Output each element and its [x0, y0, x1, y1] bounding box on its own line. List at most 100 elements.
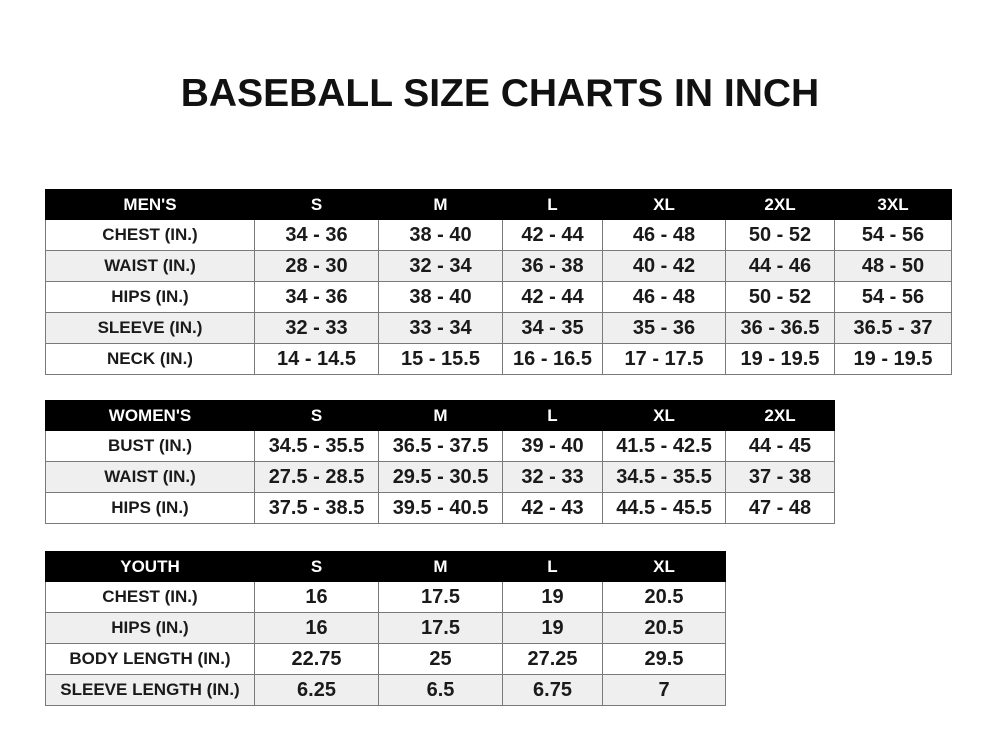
- size-value-cell: 40 - 42: [602, 250, 726, 282]
- table-category-header: MEN'S: [45, 189, 255, 220]
- size-value-cell: 44 - 45: [725, 430, 835, 462]
- measurement-label: NECK (IN.): [45, 343, 255, 375]
- table-row: SLEEVE (IN.) 32 - 33 33 - 34 34 - 35 35 - 36…: [45, 312, 952, 344]
- size-value-cell: 46 - 48: [602, 281, 726, 313]
- measurement-label: SLEEVE LENGTH (IN.): [45, 674, 255, 706]
- size-value-cell: 37 - 38: [725, 461, 835, 493]
- measurement-label: CHEST (IN.): [45, 219, 255, 251]
- size-value-cell: 16: [254, 581, 379, 613]
- size-value-cell: 38 - 40: [378, 281, 503, 313]
- size-value-cell: 20.5: [602, 581, 726, 613]
- size-column-header: L: [502, 551, 603, 582]
- table-row: SLEEVE LENGTH (IN.) 6.25 6.5 6.75 7: [45, 674, 726, 706]
- table-category-header: WOMEN'S: [45, 400, 255, 431]
- size-value-cell: 19 - 19.5: [834, 343, 952, 375]
- size-value-cell: 34 - 36: [254, 281, 379, 313]
- size-value-cell: 35 - 36: [602, 312, 726, 344]
- size-value-cell: 17.5: [378, 581, 503, 613]
- table-row: WAIST (IN.) 28 - 30 32 - 34 36 - 38 40 - 42 4…: [45, 250, 952, 282]
- header-row: MEN'S S M L XL 2XL 3XL: [45, 189, 952, 220]
- size-value-cell: 19 - 19.5: [725, 343, 835, 375]
- size-column-header: 2XL: [725, 189, 835, 220]
- mens-size-table: MEN'S S M L XL 2XL 3XL CHEST (IN.) 34 - 36 38 - 4…: [45, 189, 952, 375]
- size-value-cell: 29.5 - 30.5: [378, 461, 503, 493]
- page-title: BASEBALL SIZE CHARTS IN INCH: [180, 72, 820, 115]
- size-value-cell: 36.5 - 37: [834, 312, 952, 344]
- size-value-cell: 42 - 44: [502, 281, 603, 313]
- size-value-cell: 36 - 38: [502, 250, 603, 282]
- size-value-cell: 17 - 17.5: [602, 343, 726, 375]
- size-value-cell: 15 - 15.5: [378, 343, 503, 375]
- measurement-label: WAIST (IN.): [45, 250, 255, 282]
- size-column-header: XL: [602, 189, 726, 220]
- measurement-label: SLEEVE (IN.): [45, 312, 255, 344]
- size-column-header: S: [254, 551, 379, 582]
- size-value-cell: 19: [502, 581, 603, 613]
- size-value-cell: 32 - 33: [254, 312, 379, 344]
- size-value-cell: 34 - 35: [502, 312, 603, 344]
- table-row: NECK (IN.) 14 - 14.5 15 - 15.5 16 - 16.5 17 …: [45, 343, 952, 375]
- size-value-cell: 50 - 52: [725, 281, 835, 313]
- size-column-header: S: [254, 189, 379, 220]
- table-category-header: YOUTH: [45, 551, 255, 582]
- size-value-cell: 7: [602, 674, 726, 706]
- size-value-cell: 47 - 48: [725, 492, 835, 524]
- measurement-label: HIPS (IN.): [45, 612, 255, 644]
- size-column-header: 2XL: [725, 400, 835, 431]
- size-column-header: XL: [602, 400, 726, 431]
- size-value-cell: 25: [378, 643, 503, 675]
- size-value-cell: 33 - 34: [378, 312, 503, 344]
- size-value-cell: 34.5 - 35.5: [602, 461, 726, 493]
- size-value-cell: 19: [502, 612, 603, 644]
- table-row: WAIST (IN.) 27.5 - 28.5 29.5 - 30.5 32 - 33…: [45, 461, 835, 493]
- size-value-cell: 28 - 30: [254, 250, 379, 282]
- size-column-header: S: [254, 400, 379, 431]
- size-value-cell: 20.5: [602, 612, 726, 644]
- womens-size-table: WOMEN'S S M L XL 2XL BUST (IN.) 34.5 - 35.5 36.5…: [45, 400, 835, 524]
- size-value-cell: 37.5 - 38.5: [254, 492, 379, 524]
- size-value-cell: 29.5: [602, 643, 726, 675]
- size-value-cell: 16: [254, 612, 379, 644]
- size-value-cell: 44.5 - 45.5: [602, 492, 726, 524]
- size-column-header: L: [502, 189, 603, 220]
- size-value-cell: 54 - 56: [834, 281, 952, 313]
- size-value-cell: 17.5: [378, 612, 503, 644]
- header-row: WOMEN'S S M L XL 2XL: [45, 400, 835, 431]
- measurement-label: BODY LENGTH (IN.): [45, 643, 255, 675]
- size-value-cell: 32 - 33: [502, 461, 603, 493]
- measurement-label: CHEST (IN.): [45, 581, 255, 613]
- size-column-header: L: [502, 400, 603, 431]
- size-value-cell: 6.75: [502, 674, 603, 706]
- size-value-cell: 39 - 40: [502, 430, 603, 462]
- size-column-header: 3XL: [834, 189, 952, 220]
- size-value-cell: 36.5 - 37.5: [378, 430, 503, 462]
- size-value-cell: 42 - 43: [502, 492, 603, 524]
- table-row: HIPS (IN.) 16 17.5 19 20.5: [45, 612, 726, 644]
- size-value-cell: 14 - 14.5: [254, 343, 379, 375]
- youth-size-table: YOUTH S M L XL CHEST (IN.) 16 17.5 19 20.5 HIPS (I…: [45, 551, 726, 706]
- table-row: CHEST (IN.) 16 17.5 19 20.5: [45, 581, 726, 613]
- size-column-header: M: [378, 400, 503, 431]
- size-column-header: M: [378, 189, 503, 220]
- size-value-cell: 27.25: [502, 643, 603, 675]
- header-row: YOUTH S M L XL: [45, 551, 726, 582]
- measurement-label: BUST (IN.): [45, 430, 255, 462]
- size-value-cell: 16 - 16.5: [502, 343, 603, 375]
- size-value-cell: 34 - 36: [254, 219, 379, 251]
- size-value-cell: 48 - 50: [834, 250, 952, 282]
- size-value-cell: 38 - 40: [378, 219, 503, 251]
- size-value-cell: 34.5 - 35.5: [254, 430, 379, 462]
- size-value-cell: 36 - 36.5: [725, 312, 835, 344]
- size-value-cell: 6.25: [254, 674, 379, 706]
- size-column-header: M: [378, 551, 503, 582]
- measurement-label: HIPS (IN.): [45, 281, 255, 313]
- size-value-cell: 22.75: [254, 643, 379, 675]
- size-column-header: XL: [602, 551, 726, 582]
- table-row: BUST (IN.) 34.5 - 35.5 36.5 - 37.5 39 - 40 4…: [45, 430, 835, 462]
- table-row: HIPS (IN.) 37.5 - 38.5 39.5 - 40.5 42 - 43 4…: [45, 492, 835, 524]
- size-value-cell: 27.5 - 28.5: [254, 461, 379, 493]
- table-row: CHEST (IN.) 34 - 36 38 - 40 42 - 44 46 - 48 5…: [45, 219, 952, 251]
- table-row: BODY LENGTH (IN.) 22.75 25 27.25 29.5: [45, 643, 726, 675]
- size-value-cell: 32 - 34: [378, 250, 503, 282]
- size-value-cell: 41.5 - 42.5: [602, 430, 726, 462]
